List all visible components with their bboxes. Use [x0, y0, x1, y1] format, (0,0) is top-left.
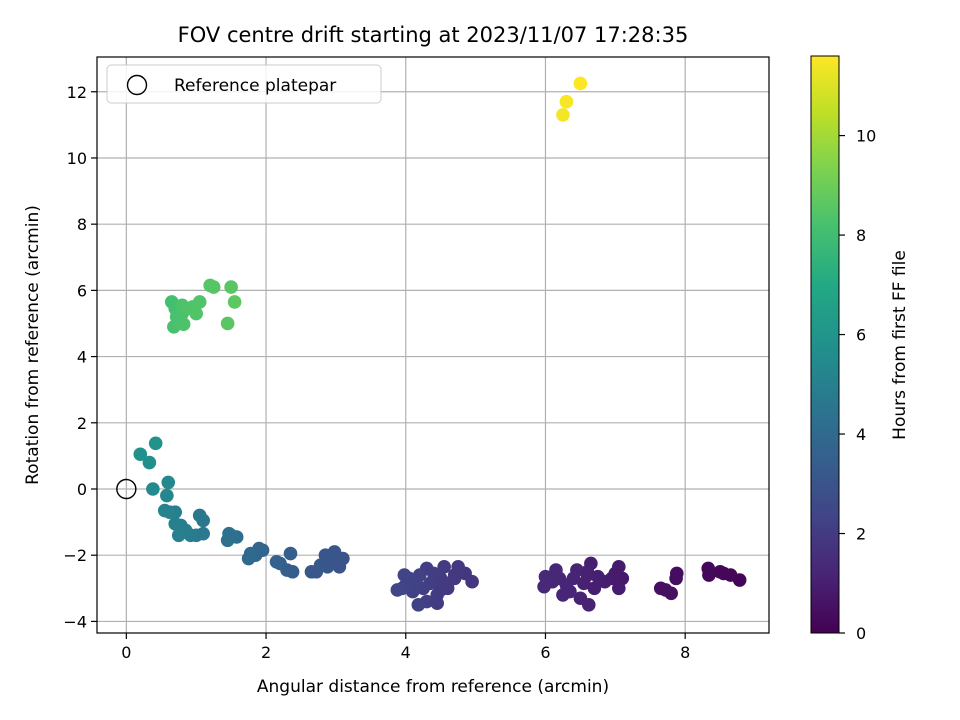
data-point	[241, 551, 256, 566]
colorbar-tick-label: 8	[856, 226, 866, 245]
y-tick-label: −4	[63, 612, 87, 631]
data-point	[176, 317, 191, 331]
y-tick-label: 8	[77, 215, 87, 234]
x-tick-label: 6	[540, 643, 550, 662]
data-point	[591, 569, 605, 584]
data-point	[653, 581, 668, 596]
colorbar-tick-label: 2	[856, 525, 866, 544]
colorbar-label: Hours from first FF file	[890, 250, 910, 440]
data-point	[222, 526, 236, 541]
plot-frame	[96, 56, 770, 634]
legend-reference-marker	[126, 74, 148, 96]
data-point	[702, 568, 716, 582]
data-point	[580, 568, 595, 582]
y-tick-label: 12	[67, 83, 87, 102]
x-tick-label: 8	[680, 643, 690, 662]
y-axis-label: Rotation from reference (arcmin)	[23, 205, 43, 485]
grid	[97, 57, 769, 633]
data-point	[411, 598, 426, 612]
legend: Reference platepar	[106, 64, 382, 104]
data-point	[397, 568, 412, 582]
data-point	[390, 583, 405, 597]
data-point	[133, 447, 148, 462]
data-point	[587, 581, 602, 596]
data-point	[573, 76, 588, 91]
data-point	[573, 591, 588, 606]
colorbar-tick-label: 6	[856, 326, 866, 345]
data-point	[148, 436, 163, 451]
y-tick-label: 2	[77, 414, 87, 433]
data-point	[447, 568, 462, 582]
x-tick-label: 0	[121, 643, 131, 662]
y-tick-label: 0	[77, 480, 87, 499]
y-tick-label: 6	[77, 281, 87, 300]
data-point	[189, 306, 203, 321]
reference-marker	[116, 478, 137, 500]
data-point	[142, 455, 157, 470]
y-axis: −4 −2 0 2 4 6 8 10 12	[63, 83, 97, 631]
data-point	[549, 563, 563, 577]
y-tick-label: 10	[67, 149, 87, 168]
data-point	[559, 94, 574, 109]
colorbar-tick-label: 4	[856, 425, 866, 444]
data-point	[220, 316, 235, 331]
data-point	[430, 596, 444, 611]
colorbar-ticks: 0 2 4 6 8 10	[839, 127, 876, 643]
data-point	[437, 559, 451, 574]
data-point	[716, 566, 731, 581]
data-point	[556, 108, 570, 122]
data-point	[669, 571, 683, 586]
y-tick-label: 4	[77, 348, 87, 367]
x-axis-label: Angular distance from reference (arcmin)	[257, 677, 609, 697]
data-point	[227, 295, 242, 309]
colorbar: 0 2 4 6 8 10 Hours from first FF file	[810, 55, 910, 643]
x-axis: 0 2 4 6 8	[121, 633, 690, 662]
legend-label: Reference platepar	[174, 76, 336, 96]
data-point	[160, 488, 174, 503]
colorbar-tick-label: 0	[856, 624, 866, 643]
y-tick-label: −2	[63, 546, 87, 565]
data-point	[146, 482, 160, 496]
data-point	[192, 295, 207, 309]
x-tick-label: 2	[261, 643, 271, 662]
data-point	[224, 280, 238, 294]
data-point	[556, 588, 570, 602]
data-point	[192, 508, 207, 523]
data-point	[161, 475, 176, 490]
data-point	[304, 564, 319, 579]
chart-title: FOV centre drift starting at 2023/11/07 …	[178, 23, 689, 47]
reference-point	[116, 478, 137, 500]
colorbar-tick-label: 10	[856, 127, 876, 146]
data-point	[537, 579, 551, 594]
legend-box	[106, 64, 382, 104]
data-point	[269, 555, 284, 569]
data-point	[538, 569, 553, 584]
data-point	[168, 516, 183, 531]
data-points	[133, 76, 747, 612]
data-point	[283, 546, 298, 561]
colorbar-gradient	[810, 55, 840, 634]
data-point	[206, 280, 221, 294]
data-point	[612, 581, 626, 596]
data-point	[171, 528, 186, 543]
data-point	[157, 503, 172, 518]
data-point	[433, 583, 448, 597]
x-tick-label: 4	[401, 643, 411, 662]
